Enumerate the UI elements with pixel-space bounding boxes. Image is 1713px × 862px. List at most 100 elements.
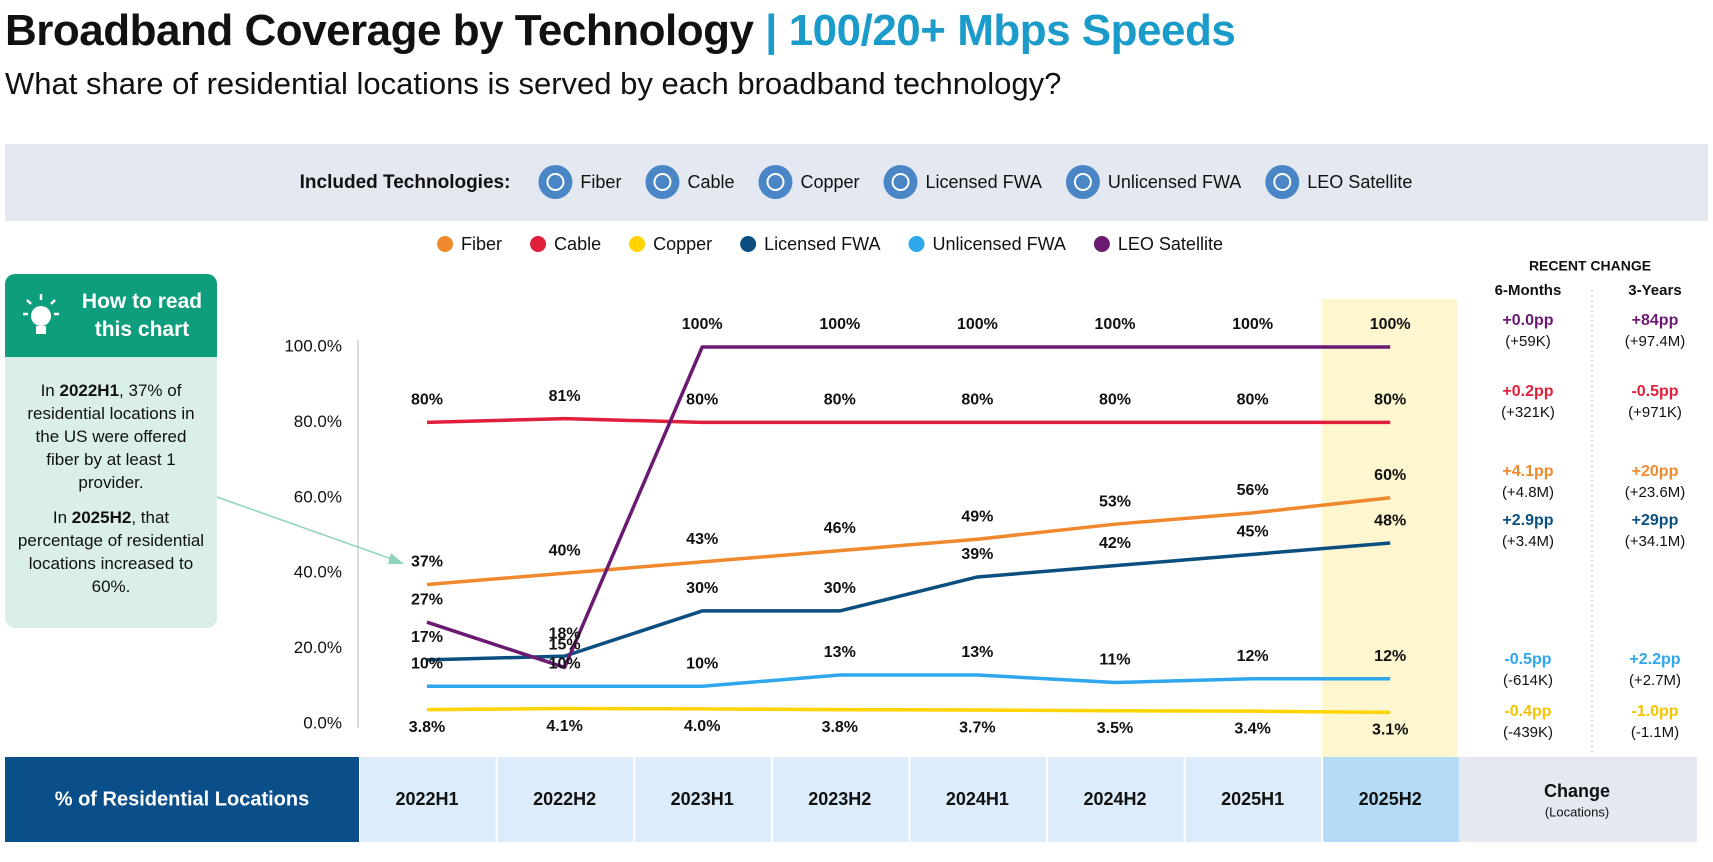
data-label: 13% xyxy=(961,644,993,661)
y-tick-label: 40.0% xyxy=(294,563,342,582)
data-label: 3.4% xyxy=(1234,720,1270,737)
data-label: 45% xyxy=(1237,524,1269,541)
text-bold: 2025H2 xyxy=(71,508,132,527)
data-label: 53% xyxy=(1099,493,1131,510)
change-locations: (+2.7M) xyxy=(1629,672,1681,689)
y-tick-label: 20.0% xyxy=(294,638,342,657)
data-label: 18% xyxy=(549,625,581,642)
data-label: 27% xyxy=(411,591,443,608)
change-pp: -0.5pp xyxy=(1504,651,1551,668)
change-cell xyxy=(1457,757,1697,842)
text: In xyxy=(52,508,72,527)
data-label: 56% xyxy=(1237,482,1269,499)
title-main: Broadband Coverage by Technology xyxy=(5,6,754,55)
data-label: 49% xyxy=(961,508,993,525)
technology-icon xyxy=(1065,165,1100,199)
category-cell xyxy=(635,757,771,842)
change-pp: +4.1pp xyxy=(1502,463,1553,480)
data-label: 43% xyxy=(686,531,718,548)
series-line xyxy=(426,706,1391,715)
y-tick-label: 80.0% xyxy=(294,412,342,431)
data-label: 10% xyxy=(411,656,443,673)
change-pp: -1.0pp xyxy=(1631,703,1678,720)
data-label: 30% xyxy=(686,580,718,597)
technology-icon-glyph xyxy=(653,173,672,191)
title: Broadband Coverage by Technology | 100/2… xyxy=(5,6,1236,56)
data-label: 30% xyxy=(824,580,856,597)
data-label: 11% xyxy=(1099,652,1130,669)
technology-name: Cable xyxy=(687,172,734,192)
series-line xyxy=(426,416,1391,425)
y-tick-label: 100.0% xyxy=(284,336,342,355)
category-cell xyxy=(1185,757,1322,842)
change-footer-sub: (Locations) xyxy=(1545,804,1609,819)
legend-label: Licensed FWA xyxy=(764,234,880,254)
change-footer: Change xyxy=(1544,781,1610,801)
change-locations: (+97.4M) xyxy=(1625,333,1685,350)
x-tick-label: 2024H1 xyxy=(946,789,1009,809)
change-locations: (-614K) xyxy=(1503,672,1553,689)
data-label: 80% xyxy=(1237,392,1269,409)
change-locations: (+23.6M) xyxy=(1625,484,1685,501)
category-cell xyxy=(360,757,496,842)
x-tick-label: 2025H2 xyxy=(1359,789,1422,809)
data-label: 12% xyxy=(1374,648,1406,665)
data-label: 13% xyxy=(824,644,856,661)
change-pp: +0.2pp xyxy=(1502,383,1553,400)
highlight-column xyxy=(1322,299,1457,757)
technology-name: Licensed FWA xyxy=(926,172,1042,192)
change-pp: +84pp xyxy=(1632,312,1679,329)
text: In xyxy=(40,381,60,400)
data-label: 15% xyxy=(549,637,581,654)
legend-marker xyxy=(437,236,454,252)
technology-name: LEO Satellite xyxy=(1307,172,1412,192)
data-label: 17% xyxy=(411,629,443,646)
data-label: 80% xyxy=(411,392,443,409)
change-pp: +20pp xyxy=(1632,463,1679,480)
change-locations: (+321K) xyxy=(1501,404,1555,421)
data-label: 80% xyxy=(1099,392,1131,409)
data-label: 46% xyxy=(824,520,856,537)
series-line xyxy=(426,345,1391,670)
technology-list: Included Technologies: Fiber Cable Copper Li… xyxy=(300,165,1412,199)
data-label: 3.5% xyxy=(1097,720,1133,737)
y-tick-label: 0.0% xyxy=(303,713,342,732)
data-label: 100% xyxy=(1095,316,1136,333)
category-cell xyxy=(1048,757,1184,842)
col-6m: 6-Months xyxy=(1495,282,1562,299)
recent-change-title: RECENT CHANGE xyxy=(1529,258,1651,274)
data-label: 81% xyxy=(549,388,581,405)
technology-icon xyxy=(538,165,573,199)
change-locations: (+971K) xyxy=(1628,404,1682,421)
technology-icon xyxy=(883,165,918,199)
technology-icon xyxy=(645,165,680,199)
change-pp: +2.9pp xyxy=(1502,512,1553,529)
bulb-icon xyxy=(23,294,59,334)
pointer-arrow xyxy=(216,496,401,563)
title-highlight: | 100/20+ Mbps Speeds xyxy=(765,6,1236,55)
legend-marker xyxy=(740,236,757,252)
data-label: 80% xyxy=(824,392,856,409)
technology-name: Unlicensed FWA xyxy=(1108,172,1241,192)
data-label: 100% xyxy=(682,316,723,333)
data-label: 100% xyxy=(957,316,998,333)
series-line xyxy=(426,541,1391,662)
change-locations: (-1.1M) xyxy=(1631,724,1679,741)
category-cell xyxy=(1323,757,1459,842)
data-label: 10% xyxy=(549,656,581,673)
x-tick-label: 2025H1 xyxy=(1221,789,1284,809)
category-cell xyxy=(497,757,634,842)
legend-label: LEO Satellite xyxy=(1118,234,1223,254)
change-locations: (+4.8M) xyxy=(1502,484,1554,501)
row-header: % of Residential Locations xyxy=(55,788,309,810)
legend-label: Unlicensed FWA xyxy=(933,234,1066,254)
col-3y: 3-Years xyxy=(1628,282,1681,299)
change-pp: -0.5pp xyxy=(1631,383,1678,400)
text-bold: 2022H1 xyxy=(59,381,120,400)
data-label: 60% xyxy=(1374,467,1406,484)
series-line xyxy=(426,496,1391,587)
category-cell xyxy=(910,757,1046,842)
data-label: 4.1% xyxy=(546,718,582,735)
technology-label: Included Technologies: xyxy=(300,172,511,193)
